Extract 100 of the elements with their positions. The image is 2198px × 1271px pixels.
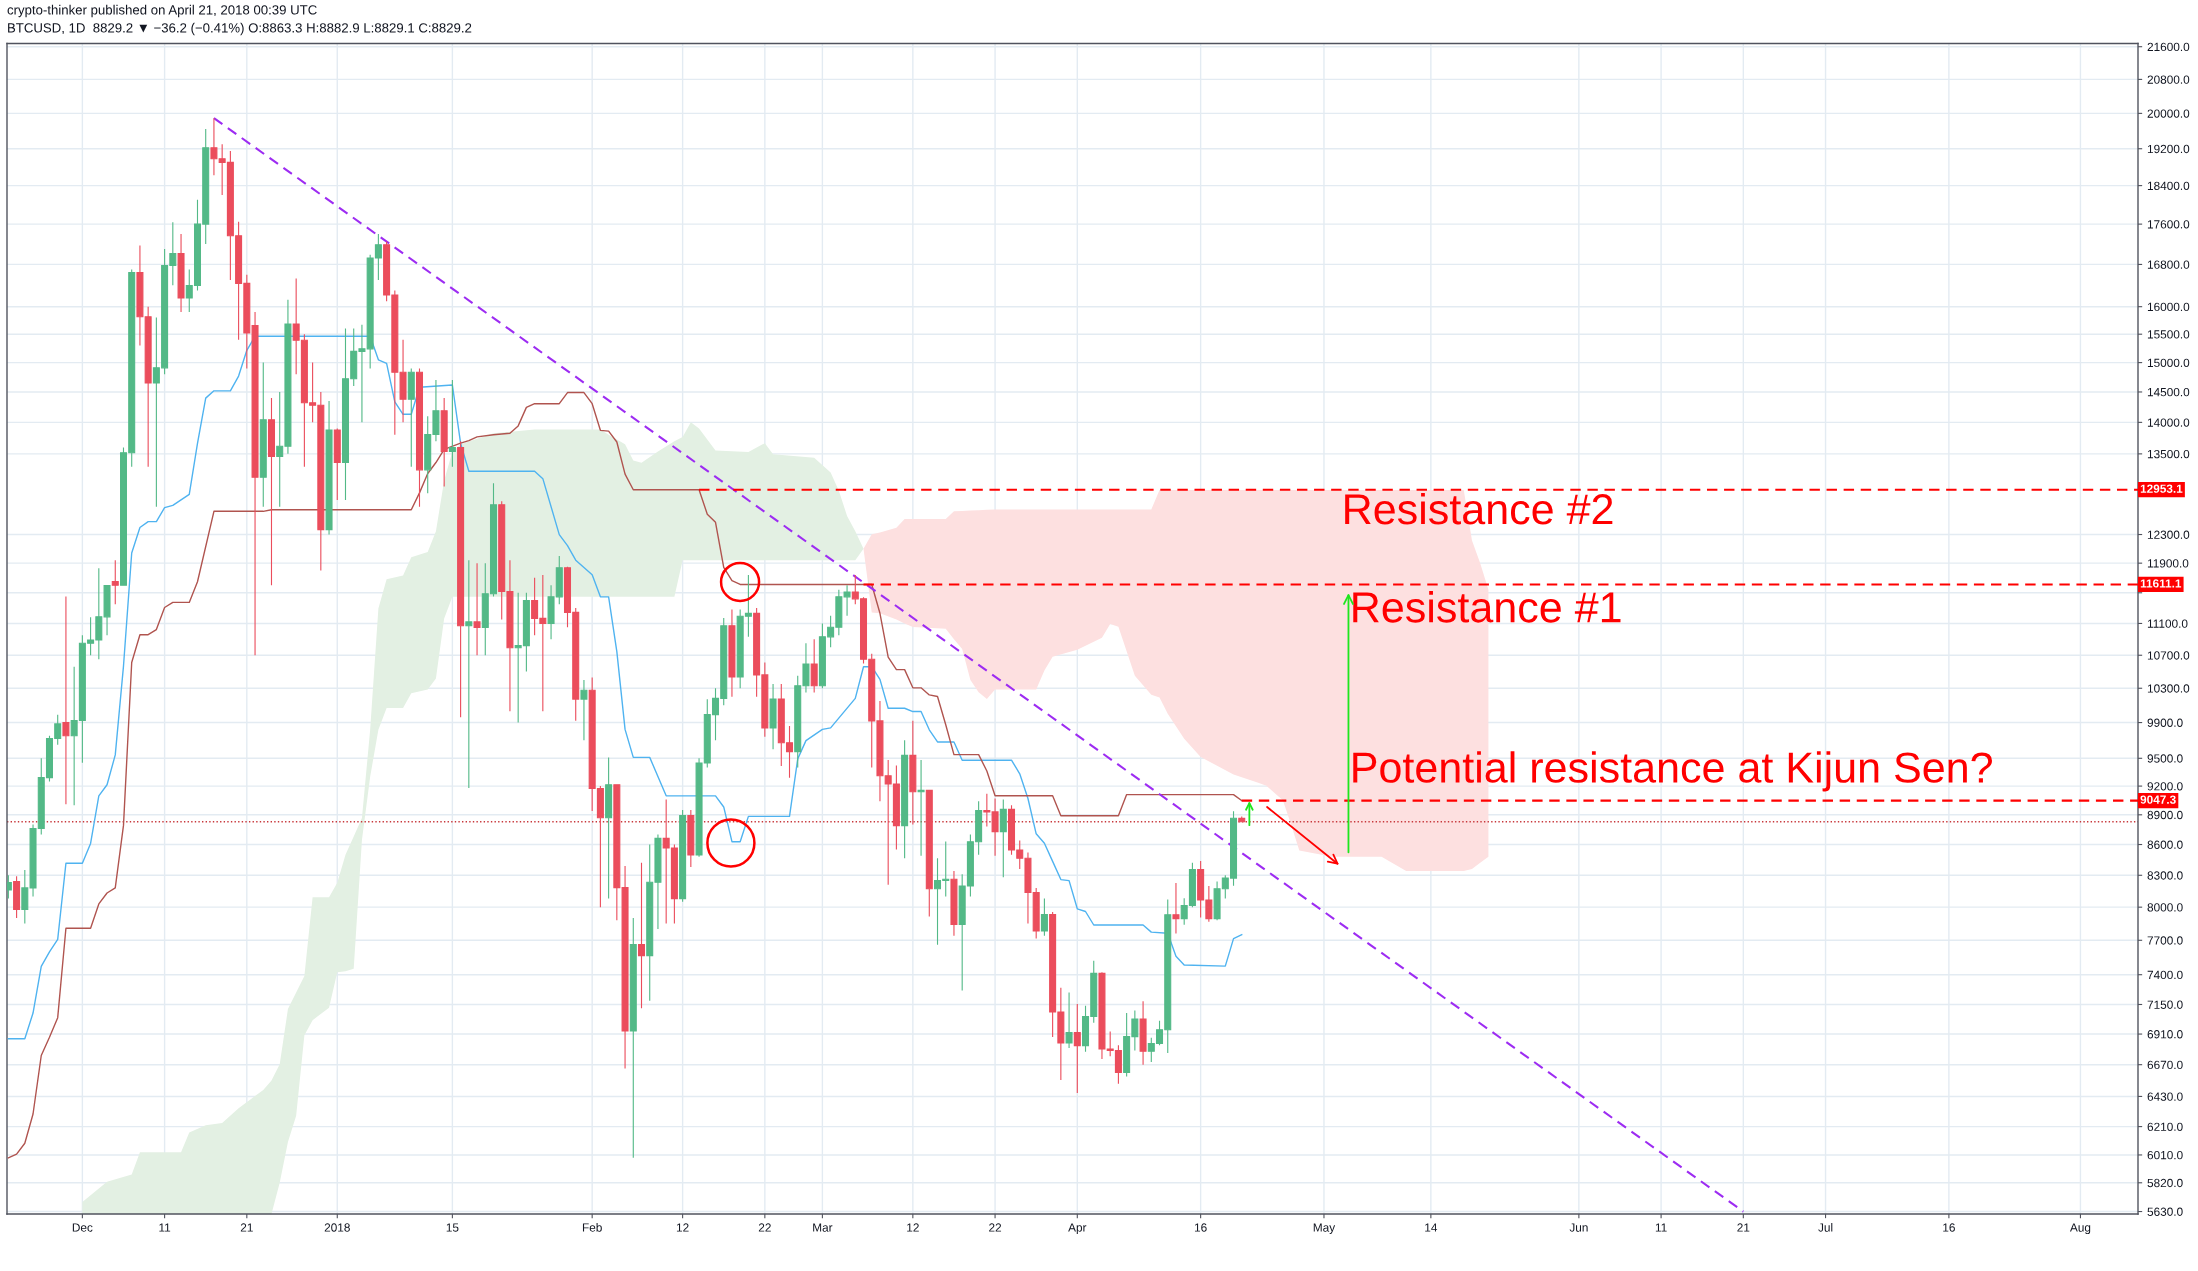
y-tick-label: 14500.0 (2147, 388, 2190, 397)
x-tick-label: Apr (1068, 1223, 1087, 1235)
x-tick-label: 22 (758, 1223, 771, 1232)
x-tick-label: 21 (1737, 1223, 1750, 1232)
y-tick-label: 5630.0 (2147, 1207, 2183, 1216)
y-tick-label: 8000.0 (2147, 903, 2183, 912)
line-series (7, 335, 1243, 1040)
x-tick-label: Jul (1818, 1223, 1833, 1232)
x-tick-label: 16 (1943, 1223, 1955, 1232)
y-tick-label: 11100.0 (2147, 619, 2188, 628)
x-tick-label: Mar (813, 1223, 833, 1232)
x-tick-label: 12 (676, 1223, 689, 1232)
candlestick (415, 367, 424, 508)
candlestick (810, 638, 818, 694)
candlestick (687, 809, 695, 868)
candlestick (637, 862, 646, 1009)
candlestick (259, 362, 267, 508)
candlestick (1139, 1000, 1147, 1066)
y-tick-label: 20000.0 (2147, 109, 2190, 118)
candlestick (917, 759, 925, 857)
annotation: Resistance #1 (1353, 591, 1621, 623)
candlestick (62, 596, 70, 805)
y-tick-label: 6430.0 (2147, 1092, 2183, 1101)
y-tick-label: 6010.0 (2147, 1150, 2183, 1160)
candlestick (1172, 882, 1180, 935)
candlestick (1040, 897, 1048, 937)
candlestick (1073, 1003, 1081, 1094)
x-tick-label: 21 (240, 1223, 253, 1232)
y-tick-label: 10700.0 (2147, 651, 2190, 660)
x-tick-label: Dec (72, 1223, 93, 1232)
annotation: Resistance #2 (1345, 492, 1613, 525)
x-tick-label: 2018 (324, 1223, 350, 1232)
candlestick (177, 233, 185, 313)
candlestick (333, 428, 341, 501)
candlestick (1065, 991, 1073, 1049)
candlestick (605, 756, 613, 900)
x-tick-label: 11 (1655, 1223, 1667, 1232)
y-tick-label: 12300.0 (2147, 530, 2190, 539)
y-tick-label: 11900.0 (2147, 559, 2189, 568)
y-tick-label: 9500.0 (2147, 754, 2183, 763)
y-tick-label: 18400.0 (2147, 181, 2190, 190)
data-label: 11611.1 (2140, 579, 2182, 588)
candlestick (580, 679, 588, 741)
y-tick-label: 15000.0 (2147, 358, 2190, 367)
annotation: Potential resistance at Kijun Sen? (1353, 751, 1992, 792)
y-tick-label: 8300.0 (2147, 871, 2183, 880)
candlestick (950, 870, 958, 937)
y-tick-label: 7400.0 (2147, 970, 2183, 980)
x-tick-label: May (1313, 1223, 1336, 1235)
y-tick-label: 9900.0 (2147, 718, 2183, 727)
candlestick (407, 367, 415, 468)
y-tick-label: 6670.0 (2147, 1060, 2183, 1070)
x-tick-label: 12 (907, 1223, 919, 1232)
x-tick-label: 11 (159, 1223, 171, 1232)
candlestick (440, 397, 448, 488)
candlestick (728, 608, 736, 698)
candlestick (925, 789, 933, 917)
y-tick-label: 15500.0 (2147, 330, 2190, 339)
x-tick-label: Aug (2069, 1223, 2091, 1235)
y-tick-label: 7700.0 (2147, 936, 2183, 945)
x-tick-label: 16 (1194, 1223, 1207, 1232)
candlestick (267, 397, 276, 586)
y-tick-label: 8600.0 (2147, 840, 2183, 849)
y-tick-label: 7150.0 (2147, 1000, 2183, 1009)
y-tick-label: 6910.0 (2147, 1030, 2183, 1039)
data-label: 9047.3 (2140, 795, 2176, 804)
line-series (7, 391, 1243, 1159)
candlestick (13, 875, 21, 919)
candlestick (448, 379, 456, 468)
y-tick-label: 10300.0 (2147, 684, 2190, 693)
y-tick-label: 8900.0 (2147, 810, 2183, 820)
chart-subtitle: BTCUSD, 1D 8829.2 ▼ −36.2 (−0.41%) O:8863.3 H:8882.9 L:8829.1 C:8829.2 (8, 22, 472, 36)
y-tick-label: 16800.0 (2147, 260, 2190, 269)
candlestick (457, 440, 465, 718)
x-tick-label: 15 (446, 1223, 459, 1232)
candlestick (629, 917, 637, 1159)
candlestick (325, 400, 333, 536)
y-tick-label: 14000.0 (2147, 418, 2190, 427)
y-tick-label: 21600.0 (2147, 42, 2190, 52)
chart-title: crypto-thinker published on April 21, 2018 00:39 UTC (7, 4, 317, 18)
candlestick (465, 559, 473, 789)
y-tick-label: 16000.0 (2147, 302, 2190, 312)
candlestick (769, 683, 777, 750)
y-tick-label: 19200.0 (2147, 144, 2190, 154)
x-tick-label: 22 (989, 1223, 1002, 1232)
candlestick (999, 798, 1007, 878)
y-tick-label: 5820.0 (2147, 1178, 2183, 1188)
candlestick (901, 739, 909, 859)
y-tick-label: 13500.0 (2147, 449, 2190, 459)
candlestick (1238, 815, 1246, 823)
y-tick-label: 17600.0 (2147, 220, 2190, 229)
candlestick (473, 562, 481, 656)
x-tick-label: Jun (1569, 1223, 1588, 1232)
y-tick-label: 6210.0 (2147, 1122, 2183, 1131)
candlestick (679, 809, 687, 903)
y-tick-label: 9200.0 (2147, 782, 2183, 791)
candlestick (111, 559, 119, 605)
candlestick (909, 720, 917, 826)
y-tick-label: 20800.0 (2147, 75, 2190, 84)
x-tick-label: 14 (1425, 1223, 1438, 1232)
